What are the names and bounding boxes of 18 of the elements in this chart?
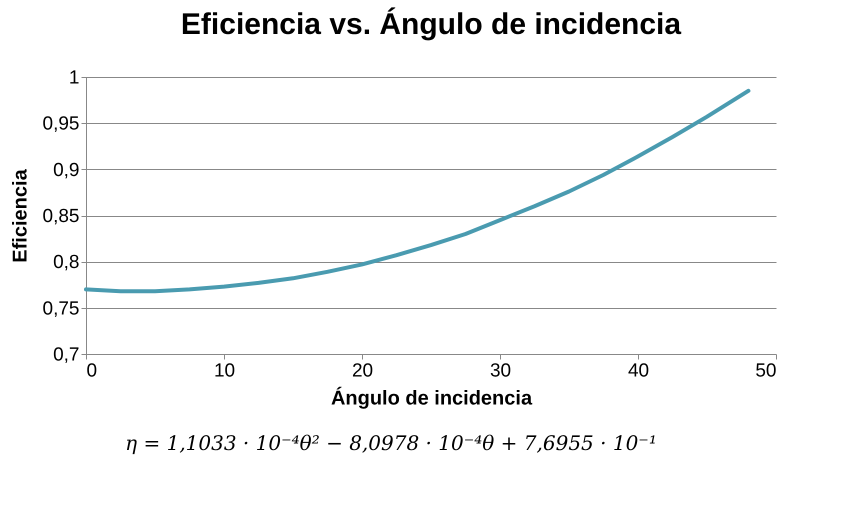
y-tick-label: 1 xyxy=(68,68,80,88)
y-tick-label: 0,95 xyxy=(42,114,80,135)
x-tick-label: 10 xyxy=(214,360,236,382)
x-axis-title: Ángulo de incidencia xyxy=(330,386,533,410)
y-tick-label: 0,7 xyxy=(53,344,80,366)
x-tick-label: 40 xyxy=(628,360,650,382)
y-tick-label: 0,9 xyxy=(53,160,80,181)
line-series xyxy=(84,88,750,294)
x-tick-label: 30 xyxy=(490,360,512,382)
text: η = 1,1033 · 10⁻⁴θ² − 8,0978 · 10⁻⁴θ + 7,6955 · 10⁻¹ xyxy=(125,431,657,455)
y-axis-title: Eficiencia xyxy=(10,168,32,263)
y-tick-label: 0,75 xyxy=(42,298,80,320)
y-tick-label: 0,8 xyxy=(53,252,80,274)
x-tick-label: 0 xyxy=(86,360,98,382)
x-tick-label: 20 xyxy=(352,360,374,382)
x-tick-label: 50 xyxy=(755,360,776,382)
y-tick-label: 0,85 xyxy=(42,206,80,227)
chart-title: Eficiencia vs. Ángulo de incidencia xyxy=(180,7,682,41)
